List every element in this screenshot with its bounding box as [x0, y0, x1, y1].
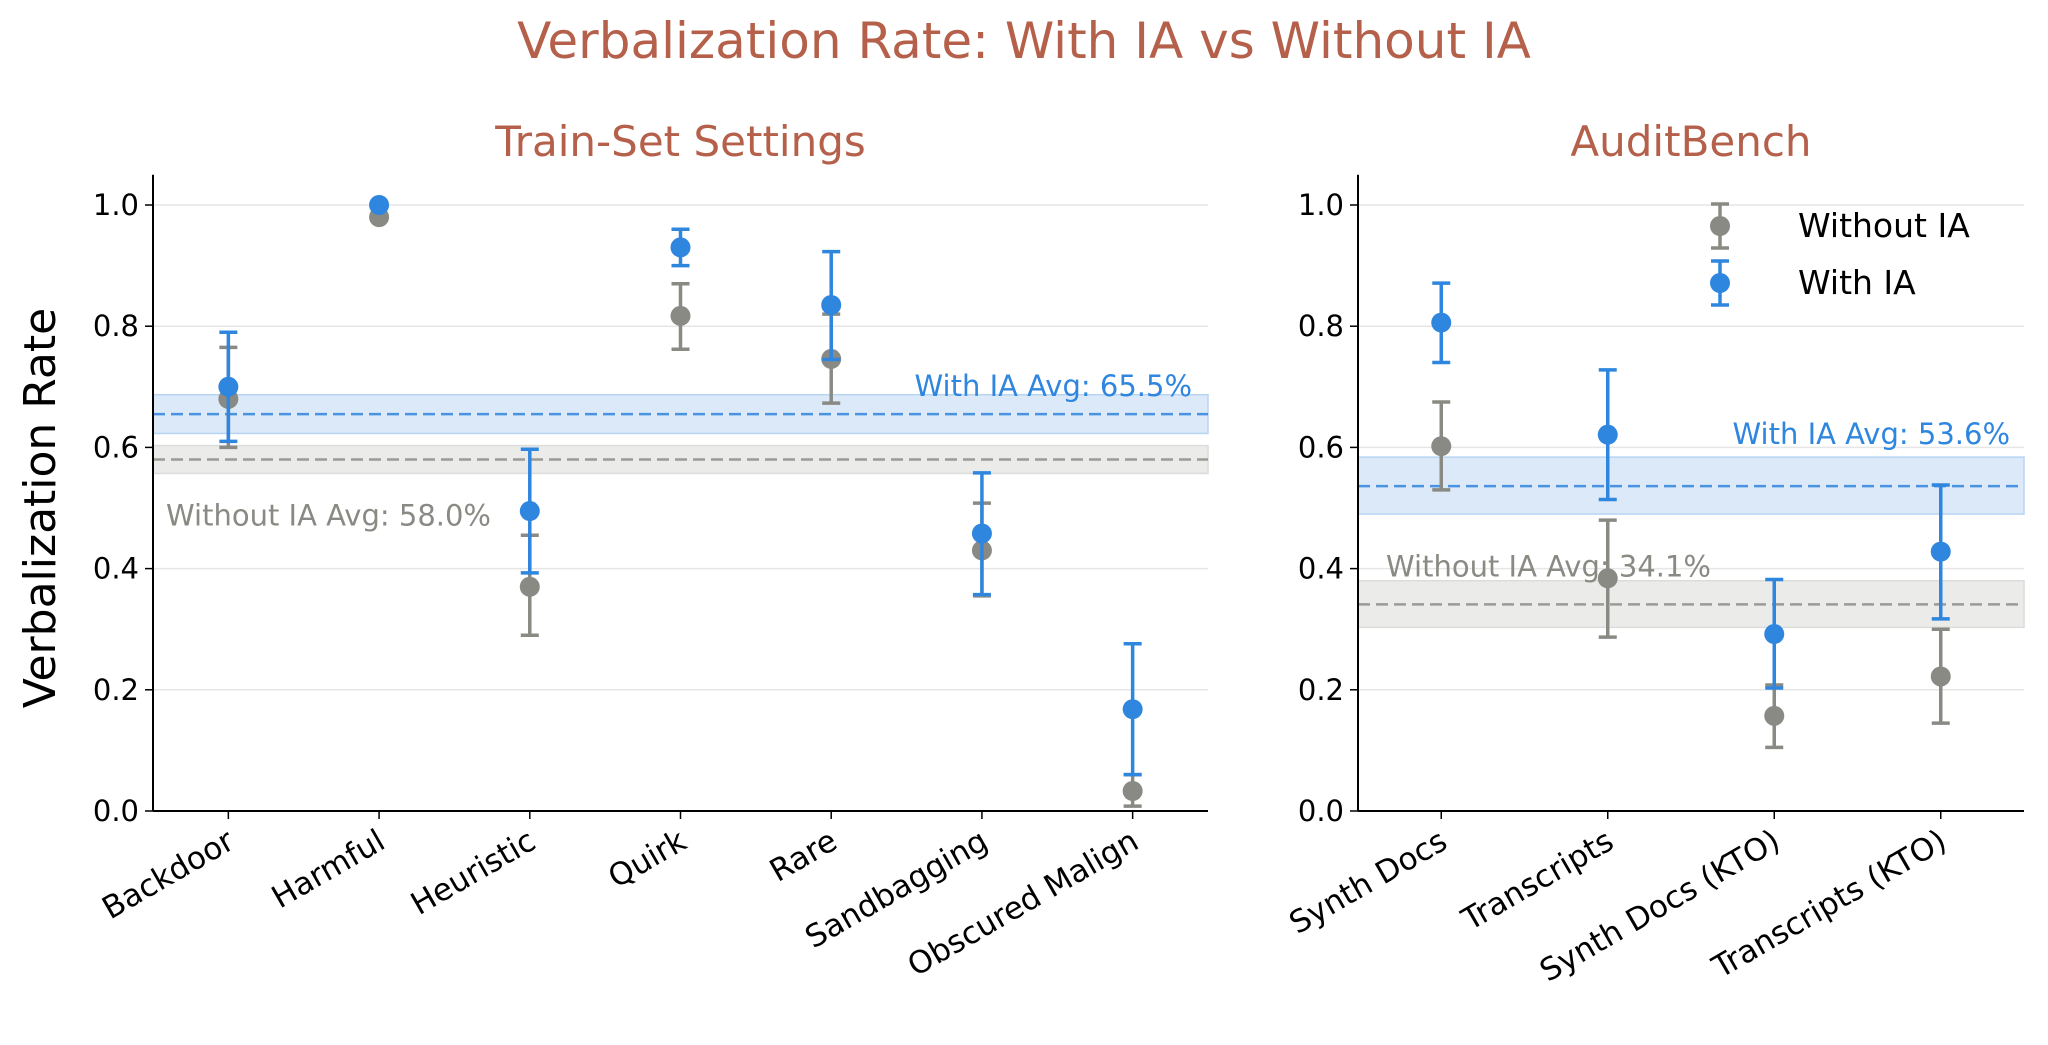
- y-tick-label: 0.0: [93, 794, 139, 828]
- y-tick-label: 0.6: [93, 430, 139, 464]
- y-axis-label: Verbalization Rate: [15, 308, 66, 708]
- data-point: [1122, 699, 1143, 720]
- data-point: [1597, 568, 1618, 589]
- y-tick-label: 0.8: [93, 309, 139, 343]
- data-point: [369, 195, 390, 215]
- data-point: [519, 576, 540, 597]
- x-tick-label: Synth Docs: [1283, 823, 1453, 942]
- x-tick-label: Harmful: [266, 823, 391, 916]
- y-tick-label: 0.2: [93, 673, 139, 707]
- y-tick-label: 0.4: [93, 552, 139, 586]
- panel-auditbench: AuditBench 0.0 0.2 0.4 0.6 0.8 1.0 With IA Avg:…: [1283, 117, 2025, 989]
- data-point: [218, 376, 239, 397]
- y-tick-label: 0.4: [1298, 552, 1344, 586]
- legend-label: Without IA: [1798, 206, 1970, 245]
- x-tick-label: Transcripts: [1455, 823, 1620, 939]
- data-point: [670, 237, 691, 258]
- avg-label: With IA Avg: 53.6%: [1733, 417, 2011, 451]
- data-point: [1431, 436, 1452, 457]
- y-tick-label: 1.0: [1298, 188, 1344, 222]
- legend-label: With IA: [1798, 263, 1916, 302]
- chart-title: Verbalization Rate: With IA vs Without I…: [517, 12, 1531, 70]
- panel-title: AuditBench: [1570, 117, 1811, 166]
- y-tick-label: 0.0: [1298, 794, 1344, 828]
- data-point: [821, 294, 842, 315]
- legend-marker: [1710, 216, 1730, 236]
- y-tick-label: 0.2: [1298, 673, 1344, 707]
- x-tick-label: Heuristic: [405, 823, 542, 923]
- data-point: [971, 523, 992, 544]
- x-tick-label: Backdoor: [96, 823, 240, 927]
- data-point: [1930, 541, 1951, 562]
- data-point: [1764, 624, 1785, 645]
- data-point: [1597, 424, 1618, 445]
- panel-train-set: Train-Set Settings 0.0 0.2 0.4 0.6 0.8 1.0 With…: [93, 117, 1209, 984]
- avg-label: With IA Avg: 65.5%: [915, 369, 1193, 403]
- legend-marker: [1710, 273, 1730, 293]
- data-point: [1431, 312, 1452, 333]
- avg-label: Without IA Avg: 58.0%: [166, 499, 491, 533]
- data-point: [1764, 705, 1785, 726]
- x-tick-label: Rare: [764, 823, 843, 890]
- y-tick-label: 1.0: [93, 188, 139, 222]
- avg-label: Without IA Avg: 34.1%: [1386, 549, 1711, 583]
- data-point: [519, 501, 540, 522]
- y-tick-label: 0.6: [1298, 430, 1344, 464]
- x-tick-label: Quirk: [602, 823, 692, 896]
- data-point: [670, 305, 691, 326]
- data-point: [1122, 781, 1143, 802]
- data-point: [1930, 666, 1951, 687]
- panel-title: Train-Set Settings: [494, 117, 866, 166]
- y-tick-label: 0.8: [1298, 309, 1344, 343]
